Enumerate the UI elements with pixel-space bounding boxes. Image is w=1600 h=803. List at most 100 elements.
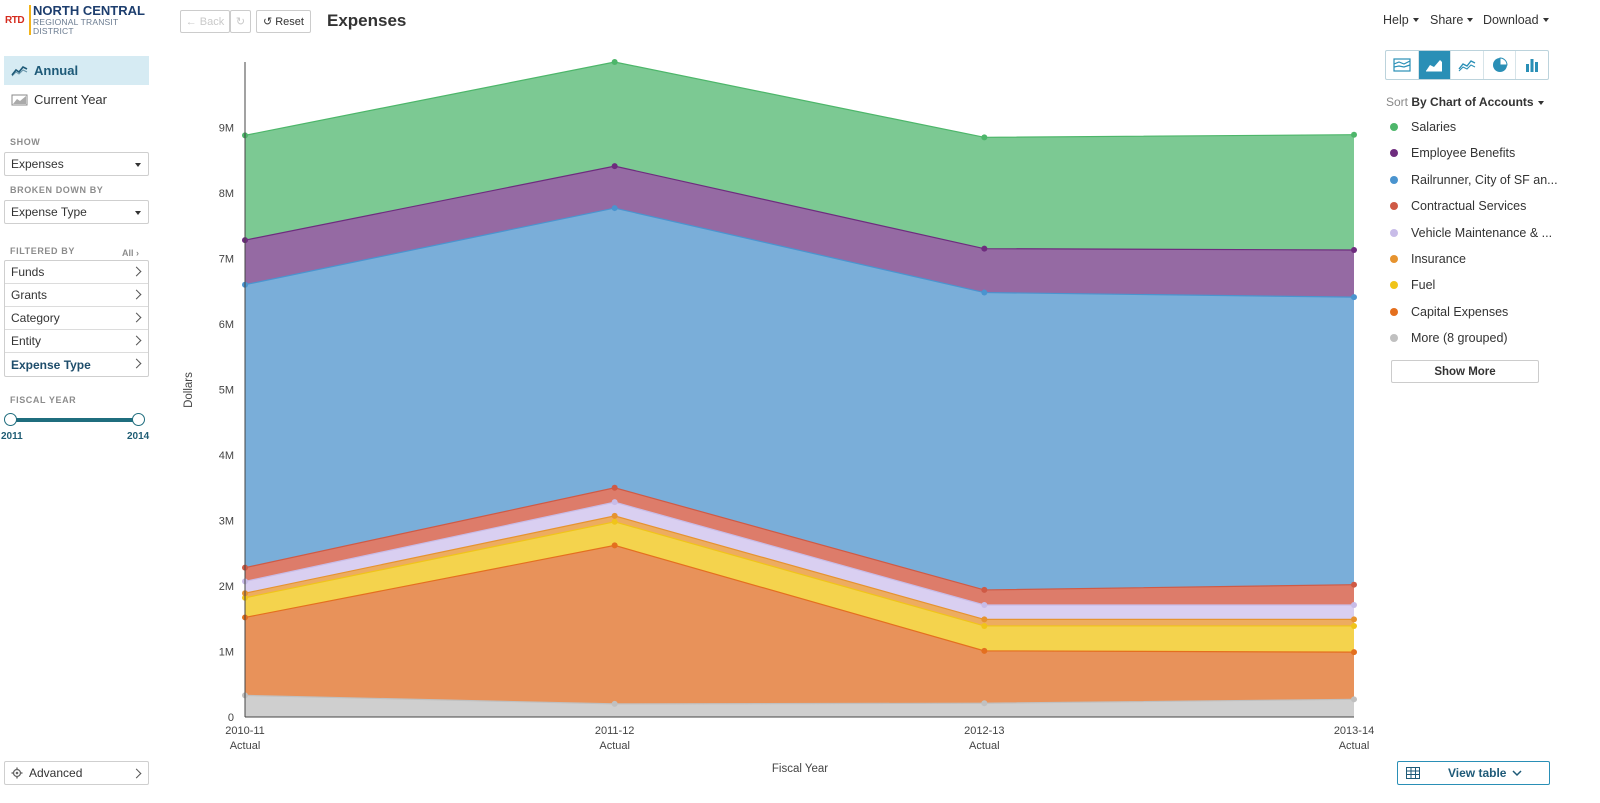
legend-label: Employee Benefits <box>1411 146 1516 161</box>
point-vehicle-maintenance[interactable] <box>611 499 618 506</box>
point-insurance[interactable] <box>1351 616 1357 623</box>
line-employee-benefits <box>244 165 1355 251</box>
back-button[interactable]: ← Back <box>180 10 230 33</box>
fiscal-year-slider-max-handle[interactable] <box>132 413 145 426</box>
point-fuel[interactable] <box>1351 622 1357 629</box>
filter-grants-label: Grants <box>11 288 48 302</box>
y-tick-label: 0 <box>228 712 234 724</box>
point-railrunner-city-of-sf-an[interactable] <box>1351 294 1357 301</box>
filter-entity[interactable]: Entity <box>5 330 148 353</box>
legend-item[interactable]: Insurance <box>1390 252 1466 266</box>
line-type-button[interactable] <box>1451 51 1484 79</box>
legend-item[interactable]: Employee Benefits <box>1390 146 1515 160</box>
point-more-8-grouped[interactable] <box>981 700 988 707</box>
legend-item[interactable]: Fuel <box>1390 278 1435 292</box>
filter-category[interactable]: Category <box>5 307 148 330</box>
nav-current-year[interactable]: Current Year <box>4 85 149 114</box>
point-contractual-services[interactable] <box>1351 581 1357 588</box>
point-fuel[interactable] <box>981 622 988 629</box>
line-salaries <box>244 61 1355 138</box>
point-railrunner-city-of-sf-an[interactable] <box>611 205 618 212</box>
caret-down-icon <box>135 163 141 167</box>
point-salaries[interactable] <box>1351 131 1357 138</box>
point-vehicle-maintenance[interactable] <box>981 601 988 608</box>
point-more-8-grouped[interactable] <box>1351 696 1357 703</box>
legend-color-dot <box>1390 281 1398 290</box>
fiscal-year-slider-track[interactable] <box>10 418 139 422</box>
x-tick-sublabel: Actual <box>969 740 1000 752</box>
point-insurance[interactable] <box>611 512 618 519</box>
point-more-8-grouped[interactable] <box>611 700 618 707</box>
legend-color-dot <box>1390 123 1398 131</box>
advanced-button[interactable]: Advanced <box>4 761 149 785</box>
reset-button[interactable]: ↺ Reset <box>256 10 311 33</box>
point-insurance[interactable] <box>981 616 988 623</box>
filter-all-text: All <box>122 248 134 258</box>
filter-funds[interactable]: Funds <box>5 261 148 284</box>
area-employee-benefits[interactable] <box>245 166 1354 298</box>
area-capital-expenses[interactable] <box>245 545 1354 704</box>
legend-label: Railrunner, City of SF an... <box>1411 172 1558 187</box>
point-salaries[interactable] <box>611 59 618 65</box>
show-select[interactable]: Expenses <box>4 152 149 176</box>
legend-color-dot <box>1390 202 1398 211</box>
x-axis-title: Fiscal Year <box>772 763 828 775</box>
y-tick-label: 4M <box>219 450 234 462</box>
nav-annual[interactable]: Annual <box>4 56 149 85</box>
filter-all-link[interactable]: All › <box>122 248 139 258</box>
area-contractual-services[interactable] <box>245 487 1354 605</box>
sort-value: By Chart of Accounts <box>1411 95 1534 109</box>
area-vehicle-maintenance[interactable] <box>245 502 1354 620</box>
point-capital-expenses[interactable] <box>611 542 618 549</box>
broken-down-by-select[interactable]: Expense Type <box>4 200 149 224</box>
area-railrunner-city-of-sf-an[interactable] <box>245 208 1354 590</box>
download-menu[interactable]: Download <box>1483 13 1549 27</box>
point-contractual-services[interactable] <box>981 586 988 593</box>
area-salaries[interactable] <box>245 62 1354 250</box>
x-tick-label: 2012-13 <box>964 725 1004 737</box>
filter-expense-type[interactable]: Expense Type <box>5 353 148 376</box>
legend-item[interactable]: Vehicle Maintenance & ... <box>1390 226 1552 240</box>
share-menu[interactable]: Share <box>1430 13 1474 27</box>
point-employee-benefits[interactable] <box>1351 246 1357 253</box>
legend-item[interactable]: More (8 grouped) <box>1390 331 1508 345</box>
point-capital-expenses[interactable] <box>981 647 988 654</box>
point-employee-benefits[interactable] <box>611 163 618 170</box>
point-employee-benefits[interactable] <box>981 245 988 252</box>
sort-dropdown[interactable]: Sort By Chart of Accounts <box>1386 95 1544 109</box>
point-capital-expenses[interactable] <box>1351 649 1357 656</box>
point-railrunner-city-of-sf-an[interactable] <box>981 289 988 296</box>
pie-type-button[interactable] <box>1484 51 1517 79</box>
rtd-logo[interactable]: RTD NORTH CENTRAL REGIONAL TRANSIT DISTR… <box>5 3 155 37</box>
caret-down-icon <box>1542 18 1549 22</box>
fiscal-year-label: FISCAL YEAR <box>10 395 77 405</box>
view-table-button[interactable]: View table <box>1397 761 1550 785</box>
point-vehicle-maintenance[interactable] <box>1351 601 1357 608</box>
logo-line1: NORTH CENTRAL <box>33 3 145 18</box>
table-icon <box>1406 767 1420 779</box>
filter-grants[interactable]: Grants <box>5 284 148 307</box>
show-more-button[interactable]: Show More <box>1391 360 1539 383</box>
forward-button[interactable]: ↻ <box>230 10 251 33</box>
line-insurance <box>244 515 1354 621</box>
bar-type-button[interactable] <box>1516 51 1548 79</box>
legend-item[interactable]: Contractual Services <box>1390 199 1526 213</box>
point-fuel[interactable] <box>611 518 618 525</box>
area-more-8-grouped[interactable] <box>245 695 1354 717</box>
fiscal-year-slider-min-handle[interactable] <box>4 413 17 426</box>
help-menu[interactable]: Help <box>1383 13 1419 27</box>
point-contractual-services[interactable] <box>611 484 618 491</box>
stacked-area-icon <box>1393 58 1411 72</box>
legend-item[interactable]: Salaries <box>1390 120 1456 134</box>
point-salaries[interactable] <box>981 134 988 141</box>
y-tick-label: 9M <box>219 123 234 135</box>
area-type-button[interactable] <box>1418 51 1452 79</box>
stacked-area-type-button[interactable] <box>1386 51 1419 79</box>
area-fuel[interactable] <box>245 521 1354 653</box>
logo-divider <box>29 5 31 35</box>
page-title: Expenses <box>327 11 407 30</box>
legend-item[interactable]: Capital Expenses <box>1390 305 1508 319</box>
legend-item[interactable]: Railrunner, City of SF an... <box>1390 173 1558 187</box>
area-insurance[interactable] <box>245 515 1354 626</box>
legend-label: Insurance <box>1411 252 1466 266</box>
